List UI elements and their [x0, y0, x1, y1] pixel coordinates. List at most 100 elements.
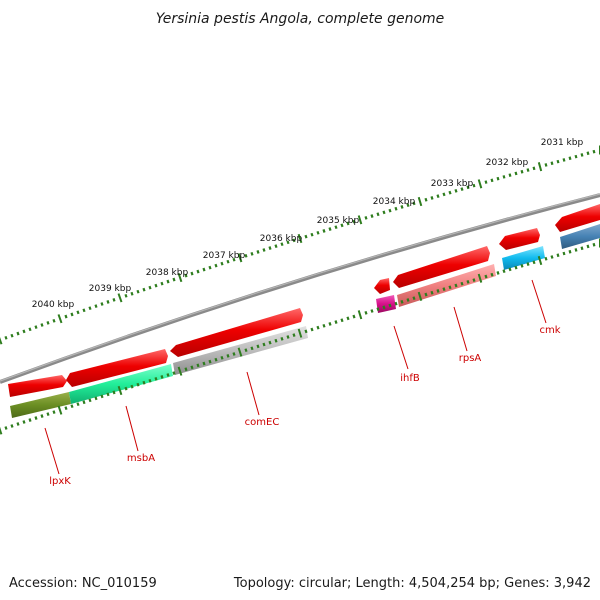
ruler-upper-minor-tick [292, 238, 296, 243]
ruler-lower-minor-tick [562, 251, 566, 256]
cds-arrow-rpsA[interactable] [393, 246, 490, 288]
tick-label-2031: 2031 kbp [541, 138, 584, 148]
gene-bar-cmk[interactable] [502, 246, 545, 270]
ruler-upper-minor-tick [172, 277, 176, 282]
ruler-lower-minor-tick [106, 392, 110, 397]
cds-arrow-lpxK[interactable] [8, 375, 67, 397]
ruler-lower-minor-tick [250, 346, 254, 351]
ruler-upper-minor-tick [550, 161, 554, 166]
cds-arrow-next[interactable] [555, 204, 600, 232]
ruler-lower-minor-tick [22, 420, 26, 424]
ruler-upper-major-tick [477, 179, 483, 189]
ruler-lower-minor-tick [574, 248, 578, 252]
ruler-lower-minor-tick [544, 256, 548, 261]
ruler-lower-minor-tick [154, 377, 158, 381]
ruler-lower-major-tick [537, 255, 543, 266]
ruler-lower-minor-tick [430, 290, 434, 295]
ruler-upper-minor-tick [52, 318, 56, 323]
leader-ihfB [393, 325, 409, 370]
gene-label-comEC[interactable]: comEC [245, 417, 280, 428]
ruler-lower-minor-tick [400, 299, 404, 304]
ruler-upper-minor-tick [508, 173, 512, 177]
ruler-lower-minor-tick [436, 289, 440, 293]
accession-text: Accession: NC_010159 [9, 576, 157, 591]
ruler-upper-minor-tick [364, 216, 368, 220]
ruler-lower-minor-tick [532, 260, 536, 265]
ruler-upper-minor-tick [244, 253, 248, 258]
ruler-lower-minor-tick [448, 285, 452, 290]
ruler-lower-minor-tick [148, 378, 152, 383]
ruler-upper-minor-tick [70, 312, 74, 317]
gene-label-ihfB[interactable]: ihfB [400, 373, 420, 384]
cds-arrow-msbA[interactable] [66, 349, 168, 387]
gene-bar-msbA[interactable] [69, 364, 173, 404]
ruler-lower-minor-tick [466, 280, 470, 284]
ruler-upper-minor-tick [34, 325, 38, 329]
ruler-upper-minor-tick [220, 261, 224, 266]
ruler-lower-minor-tick [550, 255, 554, 259]
ruler-lower-minor-tick [166, 373, 170, 377]
cds-arrow-ihfB[interactable] [374, 278, 390, 294]
ruler-lower-minor-tick [226, 354, 230, 358]
ruler-lower-minor-tick [82, 400, 86, 405]
ruler-lower-minor-tick [454, 283, 458, 288]
ruler-lower-minor-tick [274, 338, 278, 343]
gene-bar-ihfB[interactable] [376, 295, 396, 313]
ruler-lower-minor-tick [160, 375, 164, 379]
ruler-lower-minor-tick [406, 298, 410, 302]
ruler-lower-minor-tick [316, 325, 320, 330]
cds-arrow-cmk[interactable] [499, 228, 540, 250]
ruler-lower-minor-tick [244, 348, 248, 353]
ruler-lower-minor-tick [232, 352, 236, 356]
ruler-upper-minor-tick [592, 149, 596, 154]
gene-bar-rpsA[interactable] [397, 264, 496, 307]
ruler-upper-minor-tick [502, 175, 506, 179]
ruler-upper-minor-tick [580, 153, 584, 157]
gene-label-lpxK[interactable]: lpxK [49, 476, 71, 487]
ruler-lower-minor-tick [328, 322, 332, 326]
gene-bar-lpxK[interactable] [10, 392, 71, 418]
ruler-lower-minor-tick [346, 316, 350, 321]
ruler-upper-minor-tick [256, 250, 260, 254]
ruler-lower-major-tick [297, 328, 303, 338]
gene-label-rpsA[interactable]: rpsA [459, 353, 482, 364]
label-leaders [44, 279, 547, 475]
tick-label-2033: 2033 kbp [431, 179, 474, 189]
ruler-lower-minor-tick [520, 263, 524, 268]
ruler-upper-minor-tick [442, 192, 446, 197]
gene-label-msbA[interactable]: msbA [127, 453, 155, 464]
cds-arrow-comEC[interactable] [170, 308, 303, 357]
ruler-lower-minor-tick [88, 398, 92, 403]
ruler-upper [0, 145, 600, 345]
gene-label-cmk[interactable]: cmk [539, 325, 560, 336]
leader-cmk [531, 279, 547, 324]
ruler-upper-minor-tick [22, 329, 26, 334]
ruler-lower-major-tick [177, 366, 183, 376]
ruler-upper-minor-tick [412, 201, 416, 206]
ruler-lower-minor-tick [100, 394, 104, 399]
ruler-upper-minor-tick [466, 185, 470, 190]
ruler-upper-minor-tick [148, 285, 152, 290]
ruler-lower-minor-tick [304, 329, 308, 334]
ruler-lower-minor-tick [64, 406, 68, 411]
ruler-upper-minor-tick [322, 229, 326, 233]
ruler-upper-minor-tick [76, 310, 80, 315]
ruler-upper-minor-tick [208, 265, 212, 270]
ruler-upper-minor-tick [4, 335, 8, 340]
ruler-upper-minor-tick [142, 287, 146, 292]
ruler-lower-minor-tick [340, 318, 344, 323]
ruler-upper-minor-tick [352, 219, 356, 224]
gene-bar-next[interactable] [560, 224, 600, 249]
ruler-upper-minor-tick [562, 158, 566, 162]
ruler-upper-minor-tick [496, 176, 500, 181]
ruler-upper-minor-tick [436, 194, 440, 199]
ruler-upper-minor-tick [394, 206, 398, 211]
ruler-upper-minor-tick [184, 273, 188, 278]
ruler-lower-minor-tick [334, 320, 338, 324]
ruler-upper-minor-tick [544, 163, 548, 167]
leader-comEC [246, 371, 260, 416]
ruler-lower-minor-tick [262, 342, 266, 347]
ruler-upper-minor-tick [64, 314, 68, 319]
ruler-lower-minor-tick [502, 269, 506, 274]
ruler-upper-minor-tick [340, 223, 344, 228]
